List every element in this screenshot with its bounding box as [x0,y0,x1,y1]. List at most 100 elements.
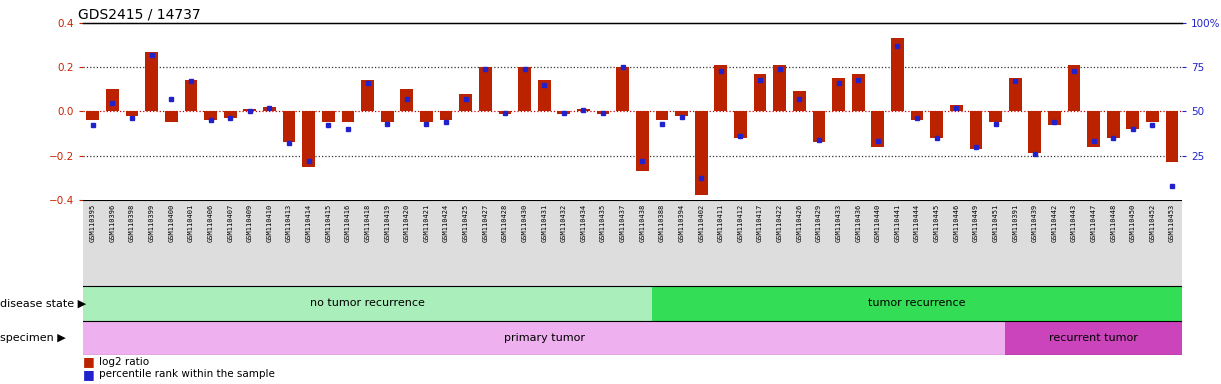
Text: GSM110406: GSM110406 [208,204,214,242]
Text: GSM110414: GSM110414 [305,204,311,242]
Text: no tumor recurrence: no tumor recurrence [310,298,425,308]
Bar [1005,200,1024,286]
Text: log2 ratio: log2 ratio [99,357,149,367]
Text: GSM110442: GSM110442 [1051,204,1057,242]
Text: GSM110400: GSM110400 [168,204,175,242]
Text: GSM110437: GSM110437 [620,204,625,242]
Bar [106,89,118,111]
Bar [672,200,691,286]
Bar [966,200,985,286]
Text: GSM110434: GSM110434 [580,204,586,242]
Bar [498,111,512,114]
Text: GSM110411: GSM110411 [718,204,724,242]
Bar [636,111,648,171]
Bar [1065,200,1084,286]
Bar [652,286,1182,321]
Text: recurrent tumor: recurrent tumor [1049,333,1138,343]
Bar [83,200,103,286]
Text: GSM110429: GSM110429 [816,204,822,242]
Bar [161,200,181,286]
Bar [397,200,416,286]
Bar [204,111,217,120]
Bar [263,107,276,111]
Bar [181,200,200,286]
Bar [675,111,687,116]
Bar [790,200,810,286]
Bar [416,200,436,286]
Bar [554,200,574,286]
Text: GSM110451: GSM110451 [993,204,999,242]
Bar [852,74,864,111]
Text: GSM110453: GSM110453 [1170,204,1175,242]
Text: GSM110428: GSM110428 [502,204,508,242]
Text: ■: ■ [83,355,95,368]
Bar [849,200,868,286]
Bar [1107,111,1120,138]
Text: GSM110415: GSM110415 [325,204,331,242]
Bar [833,78,845,111]
Bar [145,52,158,111]
Text: GSM110409: GSM110409 [247,204,253,242]
Bar [613,200,632,286]
Text: GSM110402: GSM110402 [698,204,705,242]
Bar [1048,111,1061,124]
Bar [691,200,711,286]
Bar [1009,78,1022,111]
Bar [1166,111,1178,162]
Text: GSM110439: GSM110439 [1032,204,1038,242]
Bar [989,111,1002,122]
Bar [459,94,473,111]
Bar [283,111,295,142]
Bar [361,81,374,111]
Bar [436,200,455,286]
Text: GSM110391: GSM110391 [1012,204,1018,242]
Bar [455,200,475,286]
Text: GSM110424: GSM110424 [443,204,449,242]
Text: ■: ■ [83,368,95,381]
Bar [280,200,299,286]
Bar [734,111,747,138]
Bar [1162,200,1182,286]
Bar [241,200,260,286]
Bar [126,111,138,116]
Bar [319,200,338,286]
Bar [515,200,535,286]
Bar [299,200,319,286]
Text: GSM110425: GSM110425 [463,204,469,242]
Text: GSM110435: GSM110435 [600,204,606,242]
Text: tumor recurrence: tumor recurrence [868,298,966,308]
Bar [868,200,888,286]
Bar [950,105,962,111]
Text: GSM110448: GSM110448 [1110,204,1116,242]
Bar [1147,111,1159,122]
Text: GSM110422: GSM110422 [777,204,783,242]
Bar [83,321,1005,355]
Bar [342,111,354,122]
Bar [656,111,668,120]
Bar [695,111,707,195]
Bar [946,200,966,286]
Text: GSM110398: GSM110398 [129,204,136,242]
Bar [812,111,825,142]
Text: GSM110447: GSM110447 [1090,204,1096,242]
Text: GSM110401: GSM110401 [188,204,194,242]
Bar [518,67,531,111]
Bar [400,89,413,111]
Text: GSM110410: GSM110410 [266,204,272,242]
Bar [750,200,770,286]
Bar [927,200,946,286]
Bar [753,74,767,111]
Bar [220,200,241,286]
Text: GSM110427: GSM110427 [482,204,488,242]
Bar [322,111,335,122]
Bar [888,200,907,286]
Bar [184,81,198,111]
Text: GSM110394: GSM110394 [679,204,685,242]
Bar [574,200,593,286]
Bar [632,200,652,286]
Text: GSM110450: GSM110450 [1129,204,1136,242]
Text: GSM110413: GSM110413 [286,204,292,242]
Bar [496,200,515,286]
Bar [911,111,923,120]
Text: specimen ▶: specimen ▶ [0,333,66,343]
